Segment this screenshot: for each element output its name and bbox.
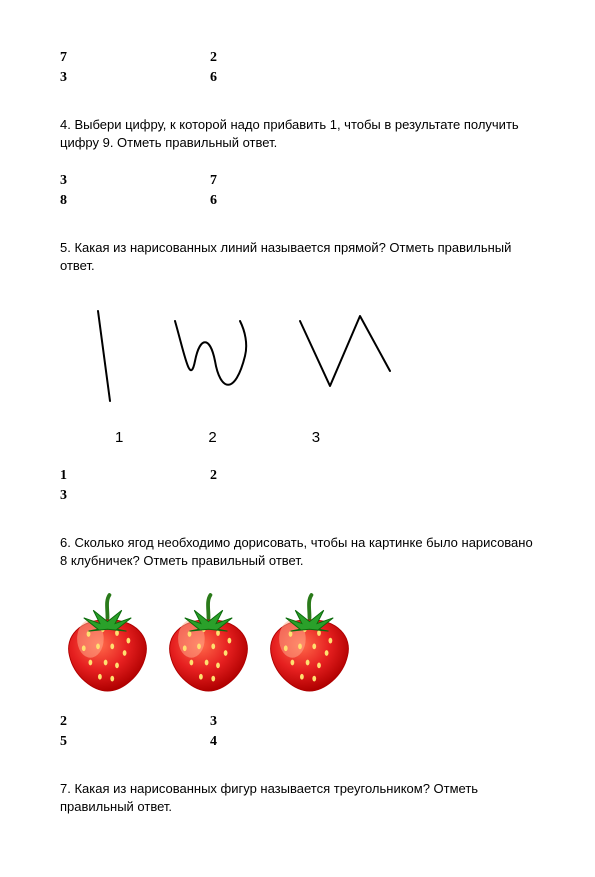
option-b[interactable]: 2 [210,50,217,66]
question-6: 6. Сколько ягод необходимо дорисовать, ч… [60,534,535,569]
strawberries-row [60,591,535,696]
option-d[interactable]: 4 [210,734,217,750]
options-top: 7 2 3 6 [60,50,535,86]
strawberry-icon [262,591,357,696]
option-c[interactable]: 5 [60,734,210,750]
lines-figure [70,296,535,419]
lines-diagram [70,296,400,416]
strawberry-icon [60,591,155,696]
lines-labels: 1 2 3 [60,429,535,446]
option-d[interactable]: 6 [210,70,217,86]
options-q4: 3 7 8 6 [60,173,535,209]
option-a[interactable]: 1 [60,468,210,484]
option-a[interactable]: 2 [60,714,210,730]
question-4: 4. Выбери цифру, к которой надо прибавит… [60,116,535,151]
question-7: 7. Какая из нарисованных фигур называетс… [60,780,535,815]
line-label-3: 3 [312,429,320,446]
option-c[interactable]: 3 [60,488,210,504]
strawberry-icon [161,591,256,696]
options-q5: 1 2 3 [60,468,535,504]
options-q6: 2 3 5 4 [60,714,535,750]
line-label-1: 1 [115,429,123,446]
option-b[interactable]: 2 [210,468,217,484]
question-5: 5. Какая из нарисованных линий называетс… [60,239,535,274]
option-d[interactable]: 6 [210,193,217,209]
option-c[interactable]: 3 [60,70,210,86]
option-a[interactable]: 3 [60,173,210,189]
option-b[interactable]: 3 [210,714,217,730]
line-label-2: 2 [208,429,216,446]
option-b[interactable]: 7 [210,173,217,189]
option-a[interactable]: 7 [60,50,210,66]
option-c[interactable]: 8 [60,193,210,209]
